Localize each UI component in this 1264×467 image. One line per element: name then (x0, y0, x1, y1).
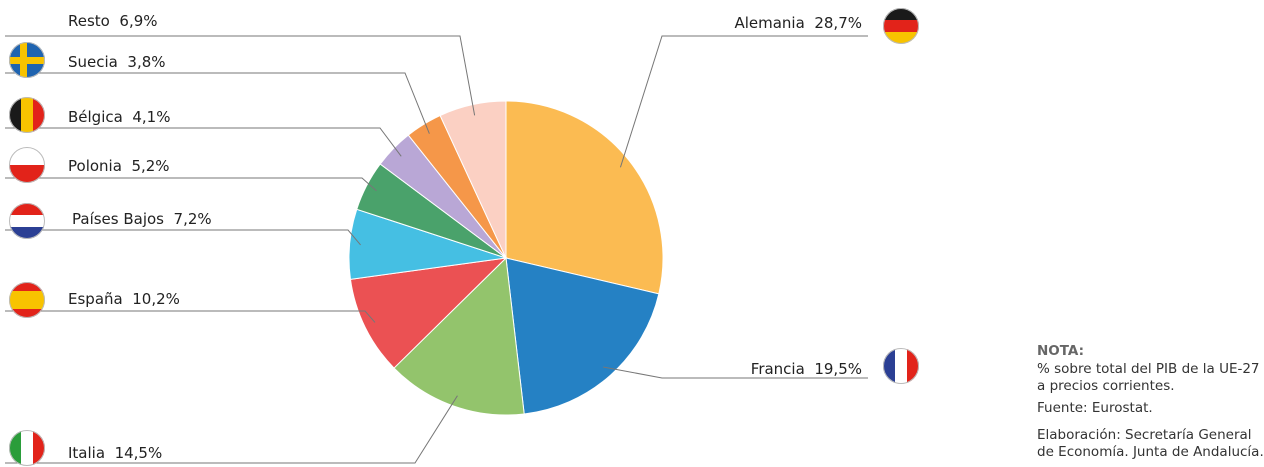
slice-label: Polonia 5,2% (68, 157, 170, 175)
leader-line (5, 127, 402, 157)
note-title: NOTA: (1037, 343, 1084, 359)
leader-line (603, 366, 868, 379)
flag-part (9, 291, 45, 301)
source: Fuente: Eurostat. (1037, 400, 1153, 416)
category-label: Suecia (68, 53, 118, 71)
slice-label: Resto 6,9% (68, 12, 158, 30)
category-label: Países Bajos (72, 210, 164, 228)
flag-part (21, 430, 34, 466)
value-label: 10,2% (132, 290, 180, 308)
value-label: 19,5% (814, 360, 862, 378)
flag-part (9, 147, 45, 166)
leader-line (5, 35, 476, 116)
slice-label: Francia 19,5% (751, 360, 862, 378)
pie-slice (505, 100, 664, 295)
flag-part (20, 42, 27, 78)
flag-part (895, 348, 908, 384)
flag-part (9, 165, 45, 183)
slice-label: Suecia 3,8% (68, 53, 166, 71)
category-label: Italia (68, 444, 105, 462)
category-label: Alemania (734, 14, 804, 32)
flag-part (9, 282, 45, 292)
source-label: Fuente: (1037, 400, 1088, 416)
value-label: 7,2% (174, 210, 212, 228)
flag-part (9, 215, 45, 228)
flag-part (21, 97, 34, 133)
leader-line (5, 72, 430, 134)
pie-slice (393, 256, 525, 416)
credits-text: Secretaría General (1125, 427, 1252, 443)
flag-border (9, 430, 45, 466)
note: NOTA: % sobre total del PIB de la UE-27 … (1037, 343, 1264, 460)
flag-border (9, 282, 45, 318)
source-text: Eurostat. (1092, 400, 1153, 416)
value-label: 28,7% (814, 14, 862, 32)
flag-border (9, 97, 45, 133)
category-label: Francia (751, 360, 805, 378)
category-label: Polonia (68, 157, 122, 175)
slice-label: Alemania 28,7% (734, 14, 862, 32)
flag-part (883, 20, 919, 33)
leader-line (5, 229, 361, 246)
note-line: % sobre total del PIB de la UE-27 (1037, 361, 1260, 377)
pie-slice (505, 257, 660, 415)
value-label: 3,8% (127, 53, 165, 71)
credits-line: de Economía. Junta de Andalucía. (1037, 444, 1264, 460)
slice-label: España 10,2% (68, 290, 180, 308)
flag (9, 42, 45, 78)
credits: Elaboración: Secretaría General (1037, 427, 1252, 443)
category-label: España (68, 290, 123, 308)
category-label: Bélgica (68, 108, 123, 126)
slice-label: Bélgica 4,1% (68, 108, 170, 126)
flag-border (883, 8, 919, 44)
flag (9, 147, 45, 183)
slice-label: Países Bajos 7,2% (72, 210, 212, 228)
slice-label: Italia 14,5% (68, 444, 162, 462)
leader-line (5, 395, 458, 464)
value-label: 4,1% (132, 108, 170, 126)
category-label: Resto (68, 12, 110, 30)
flag-part (9, 309, 45, 318)
value-label: 5,2% (131, 157, 169, 175)
flag-border (9, 147, 45, 183)
flag-part (9, 300, 45, 310)
note-line: a precios corrientes. (1037, 378, 1175, 394)
pie-slice (349, 257, 508, 369)
leader-line (619, 35, 868, 168)
credits-label: Elaboración: (1037, 427, 1121, 443)
flag-border (9, 42, 45, 78)
leader-line (5, 177, 377, 192)
flag (9, 282, 45, 318)
leader-line (5, 310, 376, 323)
value-label: 14,5% (115, 444, 163, 462)
value-label: 6,9% (119, 12, 157, 30)
flag-border (9, 203, 45, 239)
flag-border (883, 348, 919, 384)
